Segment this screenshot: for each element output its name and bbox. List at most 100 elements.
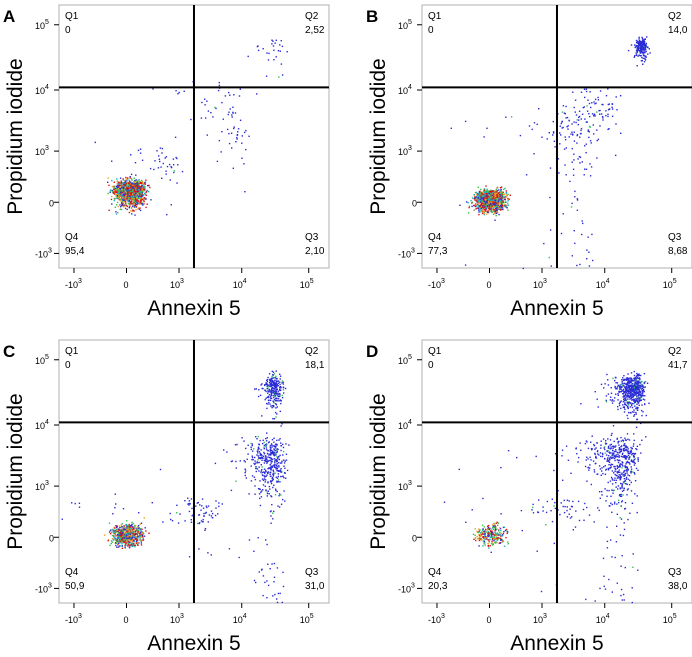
data-point [131,540,133,542]
data-point [123,536,126,538]
data-point [615,154,617,157]
data-point [117,194,119,196]
data-point [618,447,621,449]
data-point [274,466,276,468]
data-point [267,452,269,455]
data-point [484,530,486,532]
data-point [178,91,180,94]
data-point [133,531,135,533]
data-point [133,188,135,190]
data-point [631,453,633,456]
data-point [280,494,282,496]
data-point [251,456,254,459]
data-point [496,201,499,203]
data-point [113,539,115,541]
data-point [507,543,509,545]
data-point [599,491,601,493]
data-point [487,543,490,545]
data-point [277,592,280,595]
data-point [170,204,172,206]
data-point [272,387,274,389]
data-point [483,208,486,211]
data-point [269,464,272,466]
data-point [132,535,134,537]
data-point [484,537,487,539]
data-point [496,200,498,203]
data-point [267,441,270,444]
data-point [482,195,484,197]
data-point [148,532,150,534]
data-point [272,512,274,514]
data-point [482,537,485,539]
data-point [601,455,604,458]
x-tick-label: 103 [533,278,547,290]
data-point [610,466,612,468]
data-point [118,531,120,534]
data-point [120,194,122,196]
data-point [614,477,616,479]
data-point [145,179,147,181]
data-point [196,502,199,504]
x-tick-exponent: 4 [243,278,247,285]
data-point [483,194,485,196]
data-point [478,538,480,540]
data-point [284,467,286,469]
data-point [270,496,273,498]
data-point [114,198,116,200]
data-point [274,459,277,461]
data-point [214,462,217,465]
data-point [139,209,142,212]
data-point [585,168,588,170]
data-point [111,179,113,182]
data-point [619,463,621,465]
data-point [162,521,164,523]
data-point [119,208,121,210]
data-point [634,480,637,482]
data-point [480,534,482,536]
data-point [268,52,270,55]
data-point [255,466,257,468]
y-tick-label: -103 [35,582,52,594]
data-point [627,488,629,490]
data-point [634,462,636,465]
data-point [567,459,570,461]
data-point [498,199,500,201]
data-point [135,536,138,538]
data-point [275,404,278,406]
data-point [478,204,481,207]
data-point [245,447,247,450]
data-point [129,197,131,199]
data-point [484,198,486,200]
data-point [133,540,136,543]
data-point [270,482,273,485]
data-point [498,208,500,210]
data-point [137,189,139,192]
data-point [136,538,138,540]
data-point [278,458,280,461]
data-point [492,543,494,545]
data-point [263,471,265,473]
data-point [262,489,264,491]
data-point [207,521,209,523]
data-point [235,141,237,143]
data-point [615,449,617,451]
data-point [482,203,484,205]
data-point [482,545,484,547]
data-point [480,538,482,540]
data-point [484,542,486,544]
data-point [501,194,504,196]
data-point [644,46,647,48]
data-point [283,392,285,394]
data-point [274,494,277,496]
data-point [623,444,625,447]
data-point [592,460,595,462]
data-point [637,46,639,48]
data-point [114,530,117,532]
data-point [605,440,607,442]
data-point [121,532,124,534]
data-point [130,189,132,192]
data-point [269,466,272,468]
data-point [584,118,586,120]
data-point [138,512,140,514]
data-point [126,539,128,541]
